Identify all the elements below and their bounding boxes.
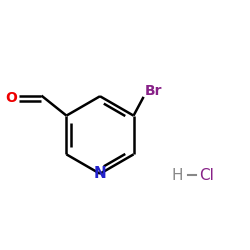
Text: O: O [6, 91, 18, 105]
Text: N: N [94, 166, 106, 181]
Text: Cl: Cl [199, 168, 214, 182]
Text: H: H [172, 168, 183, 182]
Text: Br: Br [145, 84, 162, 98]
